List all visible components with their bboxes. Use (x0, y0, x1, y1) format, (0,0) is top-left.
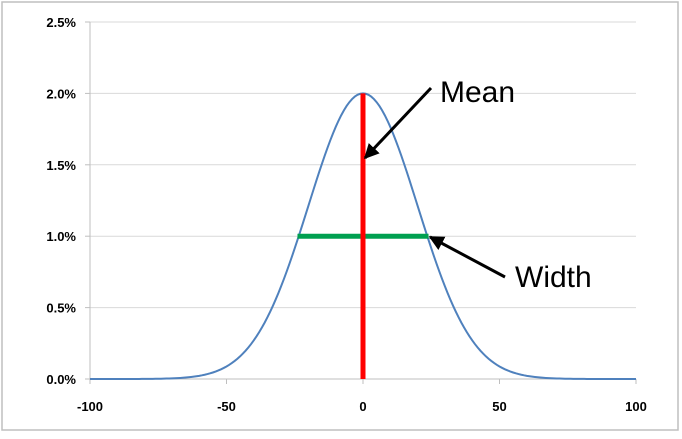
y-tick-label: 0.5% (46, 301, 76, 316)
mean-label: Mean (440, 76, 515, 109)
chart-border (1, 1, 679, 431)
y-tick-label: 1.0% (46, 229, 76, 244)
width-arrow (428, 235, 506, 279)
x-tick-label: 50 (492, 399, 506, 414)
annotations: Mean Width (297, 76, 592, 379)
x-tick-label: -50 (217, 399, 236, 414)
x-tick-label: 0 (359, 399, 366, 414)
x-tick-label: 100 (625, 399, 647, 414)
y-tick-label: 2.5% (46, 15, 76, 30)
mean-arrow (363, 86, 433, 160)
y-tick-label: 1.5% (46, 158, 76, 173)
x-tick-label: -100 (77, 399, 103, 414)
tick-labels: 0.0% 0.5% 1.0% 1.5% 2.0% 2.5% -100 -50 0 50 100 (46, 15, 646, 414)
width-label: Width (515, 261, 592, 294)
y-tick-label: 0.0% (46, 372, 76, 387)
y-tick-label: 2.0% (46, 86, 76, 101)
